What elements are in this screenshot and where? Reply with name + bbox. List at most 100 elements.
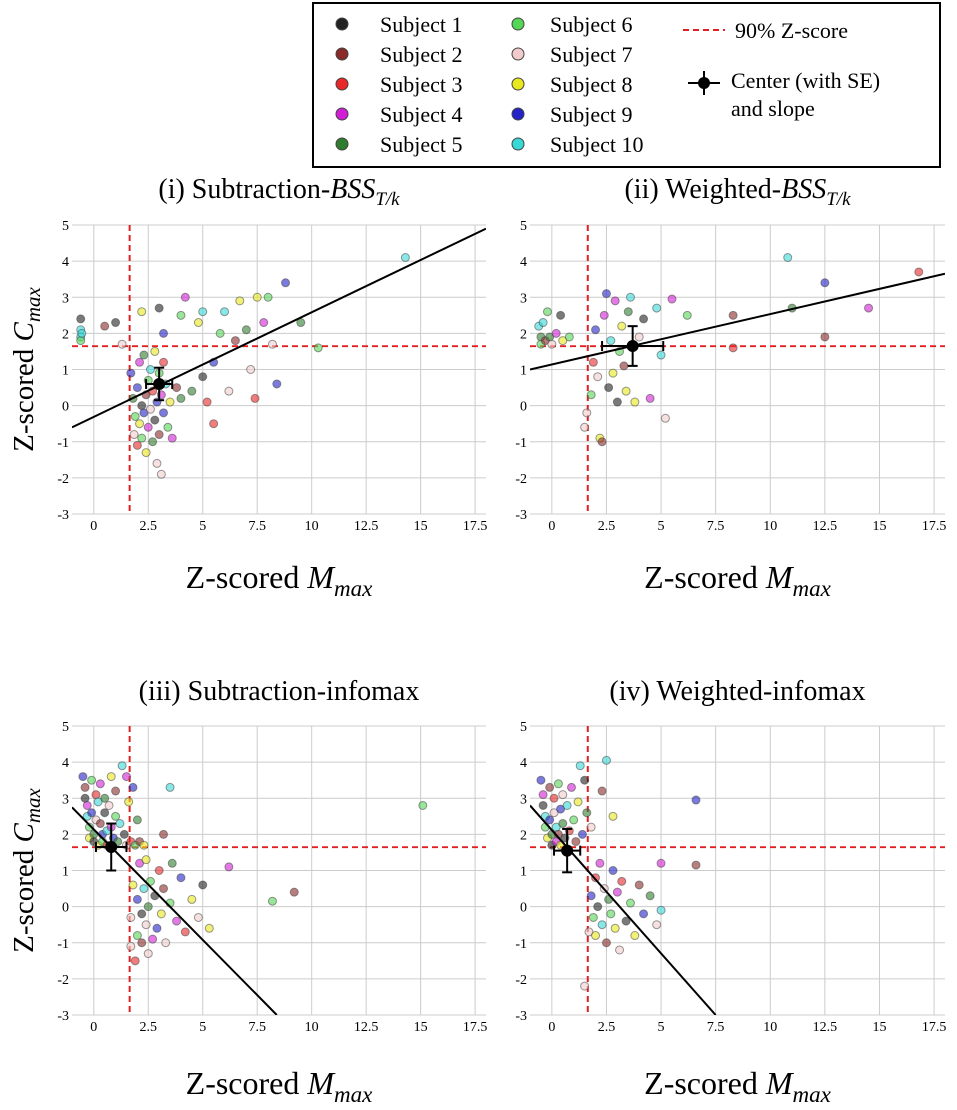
data-point (691, 795, 701, 805)
data-point (124, 797, 134, 807)
y-tick-label: 5 (62, 219, 69, 234)
data-point (547, 339, 557, 349)
legend-marker-subject-9 (511, 107, 525, 121)
legend-label-subject-1: Subject 1 (380, 12, 463, 37)
data-point (610, 923, 620, 933)
data-point (652, 920, 662, 930)
legend-center-marker (698, 77, 710, 89)
legend-box (312, 2, 941, 168)
y-tick-label: 2 (62, 327, 69, 342)
data-point (591, 931, 601, 941)
slope-line (72, 806, 278, 1015)
legend-marker-subject-2 (335, 47, 349, 61)
legend-label-subject-10: Subject 10 (550, 132, 644, 157)
data-point (595, 858, 605, 868)
x-tick-label: 15 (414, 519, 428, 534)
panel-title-sub: T/k (826, 189, 851, 210)
x-axis-label-sub: max (793, 1082, 832, 1107)
data-point (575, 761, 585, 771)
y-axis-label-sub: max (21, 287, 45, 323)
x-tick-label: 10 (763, 1020, 777, 1035)
data-point (176, 873, 186, 883)
data-point (558, 790, 568, 800)
y-tick-label: -3 (57, 508, 69, 523)
panel-title-var: BSS (330, 174, 375, 205)
legend-marker-subject-5 (335, 137, 349, 151)
data-point (582, 408, 592, 418)
data-point (115, 819, 125, 829)
data-point (156, 909, 166, 919)
data-point (176, 393, 186, 403)
legend-marker-subject-4 (335, 107, 349, 121)
plot-area (530, 225, 945, 514)
data-point (80, 782, 90, 792)
panel-title-main: (ii) Weighted- (624, 174, 781, 205)
y-tick-label: 5 (520, 720, 527, 735)
data-point (204, 923, 214, 933)
data-point (111, 318, 121, 328)
x-tick-label: 7.5 (248, 519, 266, 534)
data-point (400, 253, 410, 263)
data-point (167, 858, 177, 868)
x-tick-label: 2.5 (140, 1020, 158, 1035)
y-tick-label: 4 (520, 756, 527, 771)
y-tick-label: 5 (520, 219, 527, 234)
panel-title: (i) Subtraction-BSST/k (158, 174, 400, 210)
y-tick-label: -3 (57, 1009, 69, 1024)
data-point (545, 815, 555, 825)
y-tick-label: -2 (57, 472, 69, 487)
data-point (117, 761, 127, 771)
x-tick-label: 0 (90, 1020, 97, 1035)
data-point (289, 887, 299, 897)
data-point (634, 332, 644, 342)
data-point (84, 822, 94, 832)
y-tick-label: 4 (62, 756, 69, 771)
data-point (667, 294, 677, 304)
x-axis-label-main: Z-scored (186, 1065, 308, 1101)
x-tick-label: 7.5 (248, 1020, 266, 1035)
legend-label-subject-6: Subject 6 (550, 12, 633, 37)
data-point (586, 891, 596, 901)
data-point (728, 343, 738, 353)
data-point (137, 938, 147, 948)
y-tick-label: 0 (520, 400, 527, 415)
x-tick-label: 12.5 (813, 519, 838, 534)
data-point (558, 819, 568, 829)
data-point (126, 941, 136, 951)
y-tick-label: -2 (515, 973, 527, 988)
x-tick-label: 15 (872, 519, 886, 534)
data-point (132, 440, 142, 450)
x-axis-label-sub: max (793, 576, 832, 601)
data-point (137, 307, 147, 317)
data-point (615, 945, 625, 955)
data-point (691, 860, 701, 870)
data-point (617, 876, 627, 886)
data-point (682, 310, 692, 320)
legend-marker-subject-7 (511, 47, 525, 61)
data-point (577, 829, 587, 839)
data-point (77, 328, 87, 338)
x-tick-label: 5 (199, 1020, 206, 1035)
y-tick-label: -2 (515, 472, 527, 487)
data-point (601, 938, 611, 948)
data-point (152, 458, 162, 468)
x-axis-label-sub: max (334, 576, 373, 601)
data-point (619, 361, 629, 371)
data-point (612, 887, 622, 897)
y-tick-label: 0 (62, 901, 69, 916)
x-axis-label: Z-scored Mmax (186, 1065, 373, 1107)
data-point (606, 909, 616, 919)
legend-center-label-line1: Center (with SE) (731, 68, 880, 93)
center-marker (153, 377, 166, 390)
y-axis-label-var: C (8, 322, 40, 342)
data-point (538, 800, 548, 810)
data-point (586, 822, 596, 832)
legend-label-subject-4: Subject 4 (380, 102, 463, 127)
panel-title: (iii) Subtraction-infomax (139, 676, 420, 707)
data-point (591, 325, 601, 335)
data-point (639, 909, 649, 919)
data-point (281, 278, 291, 288)
y-tick-label: 1 (62, 865, 69, 880)
y-tick-label: -1 (515, 937, 527, 952)
